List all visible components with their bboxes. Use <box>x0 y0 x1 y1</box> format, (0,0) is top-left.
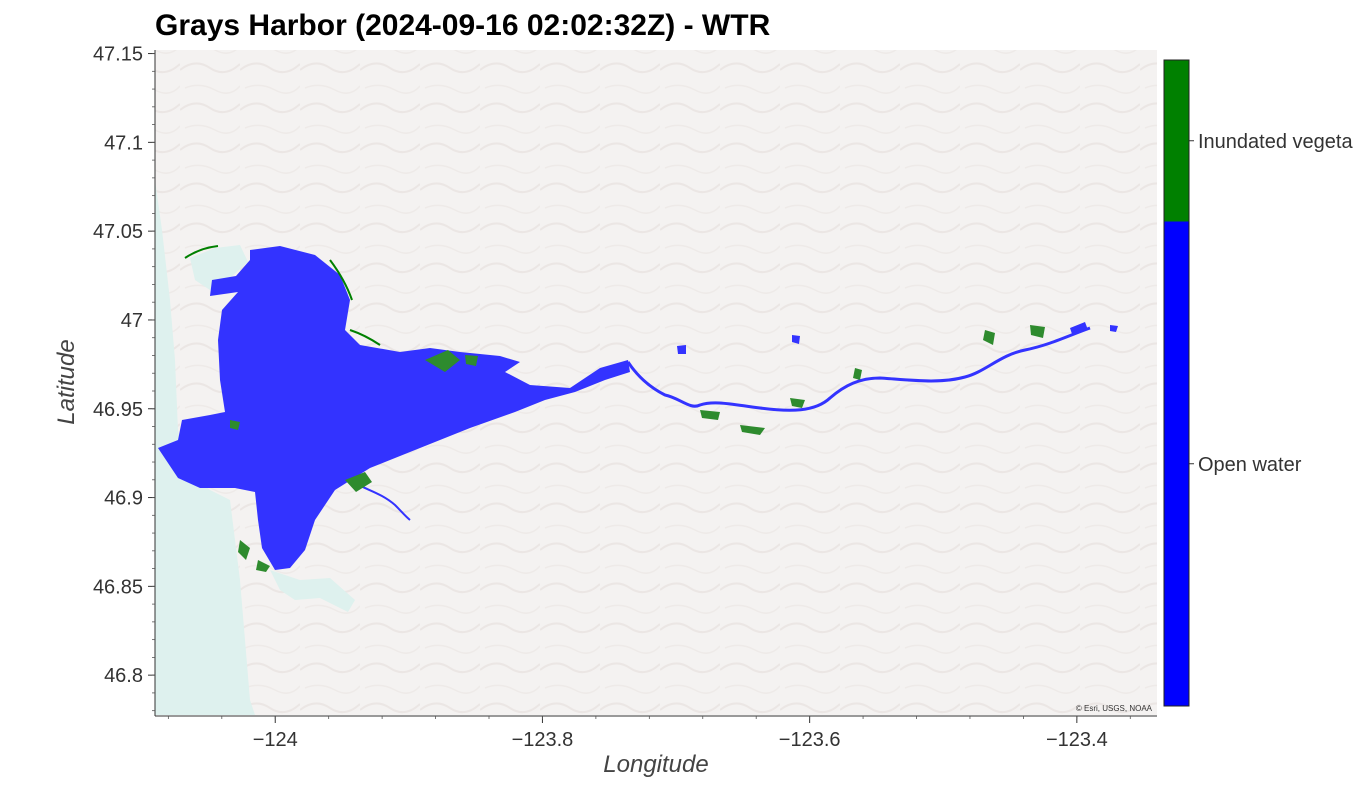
south-bay-shallows <box>270 570 355 612</box>
colorbar-legend: Inundated vegeta Open water <box>1163 59 1353 707</box>
y-tick-label: 46.85 <box>93 576 143 598</box>
y-tick-label: 46.95 <box>93 399 143 421</box>
vegetation-patch <box>184 245 381 346</box>
y-tick-label: 47.1 <box>104 132 143 154</box>
x-tick-label: −124 <box>253 729 298 751</box>
vegetation-patch <box>345 350 478 492</box>
x-tick-label: −123.8 <box>512 729 574 751</box>
y-axis: 47.15 47.1 47.05 47 46.95 46.9 46.85 46.8 <box>93 44 155 712</box>
colorbar-label: Inundated vegeta <box>1198 131 1353 153</box>
y-tick-label: 47 <box>121 310 143 332</box>
x-tick-label: −123.4 <box>1046 729 1108 751</box>
colorbar-swatch <box>1164 60 1189 222</box>
colorbar-swatch <box>1164 221 1189 706</box>
x-axis-title: Longitude <box>603 751 708 778</box>
ocean-area <box>155 180 255 715</box>
open-water-body <box>158 246 630 570</box>
chart-title: Grays Harbor (2024-09-16 02:02:32Z) - WT… <box>155 9 771 42</box>
map-attribution: © Esri, USGS, NOAA <box>1076 704 1153 713</box>
colorbar-frame <box>1163 59 1190 707</box>
river-channel <box>626 326 1091 412</box>
x-tick-label: −123.6 <box>779 729 841 751</box>
y-tick-label: 46.9 <box>104 488 143 510</box>
y-tick-label: 47.05 <box>93 221 143 243</box>
y-tick-label: 47.15 <box>93 44 143 66</box>
x-axis: −124 −123.8 −123.6 −123.4 <box>167 716 1131 751</box>
y-tick-label: 46.8 <box>104 665 143 687</box>
north-bay-shallows <box>190 245 248 290</box>
colorbar-label: Open water <box>1198 454 1302 476</box>
y-axis-title: Latitude <box>53 339 80 424</box>
